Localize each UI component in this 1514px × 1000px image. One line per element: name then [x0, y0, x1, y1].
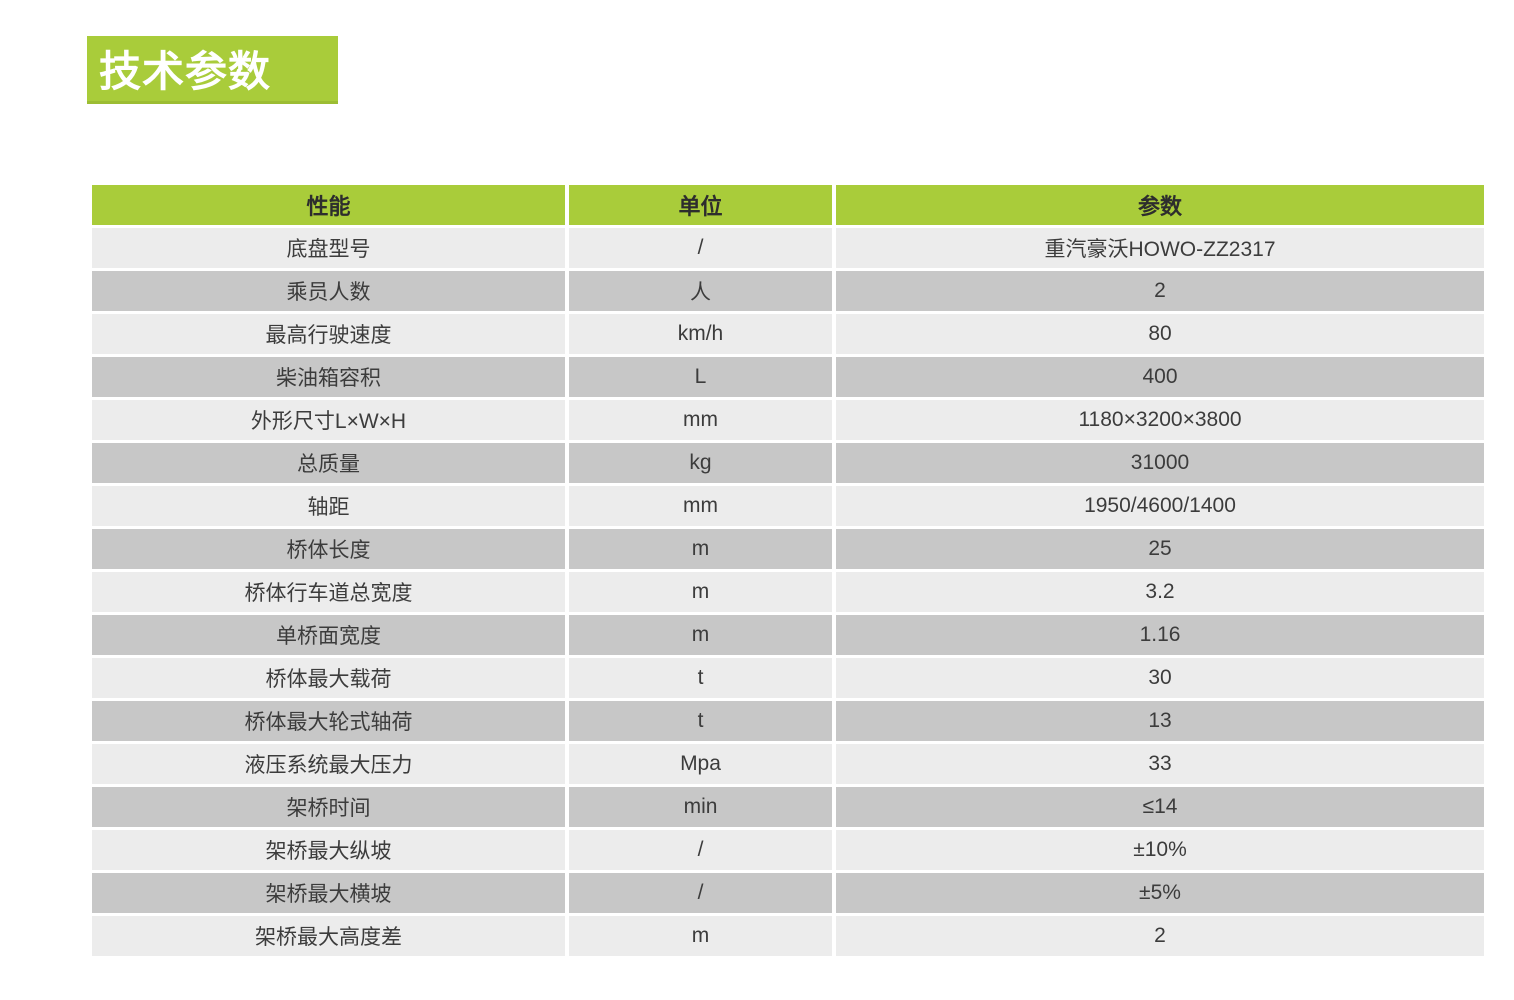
spec-value-cell: 33 — [836, 744, 1484, 784]
spec-name-cell: 桥体最大轮式轴荷 — [92, 701, 565, 741]
spec-value-cell: 2 — [836, 916, 1484, 956]
spec-unit-cell: 人 — [569, 271, 832, 311]
spec-value-cell: 31000 — [836, 443, 1484, 483]
spec-unit-cell: m — [569, 529, 832, 569]
spec-name-cell: 架桥最大高度差 — [92, 916, 565, 956]
spec-value-cell: 30 — [836, 658, 1484, 698]
spec-value-cell: 3.2 — [836, 572, 1484, 612]
spec-value-cell: 13 — [836, 701, 1484, 741]
spec-unit-cell: / — [569, 873, 832, 913]
spec-unit-cell: min — [569, 787, 832, 827]
spec-value-cell: ≤14 — [836, 787, 1484, 827]
spec-name-cell: 桥体行车道总宽度 — [92, 572, 565, 612]
spec-name-cell: 架桥时间 — [92, 787, 565, 827]
spec-value-cell: 重汽豪沃HOWO-ZZ2317 — [836, 228, 1484, 268]
column-header-parameter: 参数 — [836, 185, 1484, 225]
spec-value-cell: 25 — [836, 529, 1484, 569]
page-title-badge: 技术参数 — [87, 36, 338, 104]
spec-unit-cell: t — [569, 658, 832, 698]
spec-value-cell: 80 — [836, 314, 1484, 354]
spec-value-cell: 1180×3200×3800 — [836, 400, 1484, 440]
spec-name-cell: 液压系统最大压力 — [92, 744, 565, 784]
spec-unit-cell: m — [569, 916, 832, 956]
spec-unit-cell: m — [569, 615, 832, 655]
spec-unit-cell: t — [569, 701, 832, 741]
spec-name-cell: 架桥最大横坡 — [92, 873, 565, 913]
spec-value-cell: 1.16 — [836, 615, 1484, 655]
spec-value-cell: 2 — [836, 271, 1484, 311]
spec-name-cell: 外形尺寸L×W×H — [92, 400, 565, 440]
spec-unit-cell: L — [569, 357, 832, 397]
spec-name-cell: 桥体最大载荷 — [92, 658, 565, 698]
spec-name-cell: 单桥面宽度 — [92, 615, 565, 655]
spec-name-cell: 架桥最大纵坡 — [92, 830, 565, 870]
spec-name-cell: 桥体长度 — [92, 529, 565, 569]
spec-value-cell: ±5% — [836, 873, 1484, 913]
spec-unit-cell: / — [569, 228, 832, 268]
spec-name-cell: 轴距 — [92, 486, 565, 526]
spec-value-cell: 400 — [836, 357, 1484, 397]
spec-name-cell: 柴油箱容积 — [92, 357, 565, 397]
spec-unit-cell: Mpa — [569, 744, 832, 784]
spec-name-cell: 最高行驶速度 — [92, 314, 565, 354]
spec-unit-cell: / — [569, 830, 832, 870]
column-header-performance: 性能 — [92, 185, 565, 225]
spec-value-cell: 1950/4600/1400 — [836, 486, 1484, 526]
spec-value-cell: ±10% — [836, 830, 1484, 870]
spec-name-cell: 底盘型号 — [92, 228, 565, 268]
spec-unit-cell: mm — [569, 400, 832, 440]
spec-name-cell: 乘员人数 — [92, 271, 565, 311]
spec-unit-cell: km/h — [569, 314, 832, 354]
spec-name-cell: 总质量 — [92, 443, 565, 483]
page-title: 技术参数 — [99, 48, 272, 95]
spec-unit-cell: kg — [569, 443, 832, 483]
spec-unit-cell: mm — [569, 486, 832, 526]
spec-unit-cell: m — [569, 572, 832, 612]
spec-table: 性能 单位 参数 底盘型号 / 重汽豪沃HOWO-ZZ2317 乘员人数人 2 最高行驶速… — [92, 185, 1484, 956]
column-header-unit: 单位 — [569, 185, 832, 225]
